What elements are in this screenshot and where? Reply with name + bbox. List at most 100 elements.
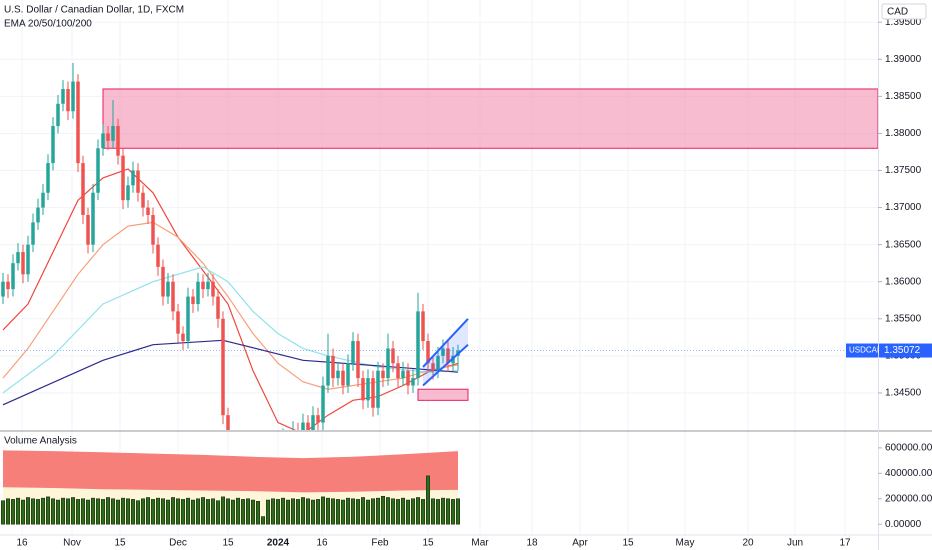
candle-body (436, 355, 440, 371)
candle-body (151, 215, 155, 245)
candle-body (106, 133, 110, 141)
volume-bar (211, 498, 215, 525)
channel-line (422, 344, 469, 387)
x-tick-label: Nov (63, 538, 81, 549)
volume-bar (81, 498, 85, 525)
volume-bar (416, 497, 420, 525)
candle-body (361, 378, 365, 401)
candle-body (146, 207, 150, 215)
zone (417, 388, 469, 401)
volume-bar (271, 498, 275, 525)
candle-body (431, 363, 435, 371)
y-tick-label: 1.38500 (885, 91, 922, 102)
candle-body (416, 311, 420, 379)
candle-body (396, 363, 400, 379)
candle-body (206, 281, 210, 290)
x-tick-label: 15 (222, 538, 234, 549)
candle-body (26, 244, 30, 275)
candle-body (201, 281, 205, 290)
volume-bar (101, 499, 105, 525)
candle-body (226, 415, 230, 430)
chart-title: U.S. Dollar / Canadian Dollar, 1D, FXCM (4, 5, 184, 16)
volume-bar (26, 497, 30, 525)
volume-bar (221, 496, 225, 525)
candle-body (191, 296, 195, 304)
channel-line (422, 318, 469, 368)
x-tick-label: 16 (16, 538, 28, 549)
volume-bar (276, 499, 280, 525)
x-tick-label: 15 (622, 538, 634, 549)
volume-bar (111, 498, 115, 525)
candle-body (81, 163, 85, 215)
x-tick-label: Feb (371, 538, 389, 549)
candle-body (446, 348, 450, 364)
volume-bar (226, 498, 230, 525)
candle-body (306, 422, 310, 430)
candle-body (426, 341, 430, 364)
candle-body (46, 163, 50, 193)
x-tick-label: 15 (422, 538, 434, 549)
volume-bar (411, 498, 415, 525)
volume-bar (256, 501, 260, 525)
volume-bar (401, 497, 405, 525)
candle-body (321, 385, 325, 423)
candle-body (21, 252, 25, 275)
candle-body (441, 348, 445, 356)
candle-body (211, 281, 215, 297)
volume-bar (321, 496, 325, 525)
candle-body (401, 370, 405, 379)
x-tick-label: 15 (114, 538, 126, 549)
volume-bar (316, 499, 320, 525)
volume-bar (156, 497, 160, 525)
volume-bar (136, 500, 140, 525)
candle-body (126, 185, 130, 201)
volume-bar (421, 499, 425, 525)
y-tick-label: 1.39500 (885, 17, 922, 28)
candle-body (376, 370, 380, 408)
volume-bar (106, 497, 110, 525)
volume-bar (11, 499, 15, 525)
candle-body (371, 378, 375, 408)
candle-body (176, 311, 180, 334)
volume-title: Volume Analysis (4, 436, 77, 447)
volume-bar (361, 497, 365, 525)
candle-body (336, 370, 340, 379)
candle-body (136, 170, 140, 193)
x-tick-label: 16 (316, 538, 328, 549)
volume-bar (66, 498, 70, 525)
volume-bar (31, 498, 35, 525)
volume-tick-label: 400000.00000 (885, 468, 932, 479)
candle-body (76, 81, 80, 164)
axis-layer: 1.345001.350001.355001.360001.365001.370… (16, 17, 932, 549)
candle-body (351, 341, 355, 364)
candle-body (41, 192, 45, 208)
candle-body (141, 192, 145, 208)
candle-body (366, 378, 370, 401)
candle-body (341, 370, 345, 386)
volume-bar (176, 498, 180, 525)
volume-bar (46, 496, 50, 525)
volume-bar (251, 499, 255, 525)
candle-body (121, 155, 125, 201)
volume-bar (151, 499, 155, 525)
candle-body (346, 363, 350, 386)
volume-bar (381, 495, 385, 525)
candle-body (186, 296, 190, 342)
volume-bar (56, 499, 60, 525)
candle-body (111, 126, 115, 141)
candle-body (386, 348, 390, 379)
candle-body (196, 281, 200, 304)
y-tick-label: 1.35500 (885, 313, 922, 324)
currency-box[interactable] (881, 3, 927, 20)
volume-bar (376, 497, 380, 525)
volume-bar (121, 497, 125, 525)
volume-bar (286, 499, 290, 525)
volume-bar (166, 499, 170, 525)
candle-body (391, 348, 395, 364)
volume-bar (16, 497, 20, 525)
volume-bar (291, 498, 295, 525)
volume-tick-label: 600000.00000 (885, 443, 932, 454)
y-tick-label: 1.37000 (885, 202, 922, 213)
candle-body (116, 126, 120, 156)
